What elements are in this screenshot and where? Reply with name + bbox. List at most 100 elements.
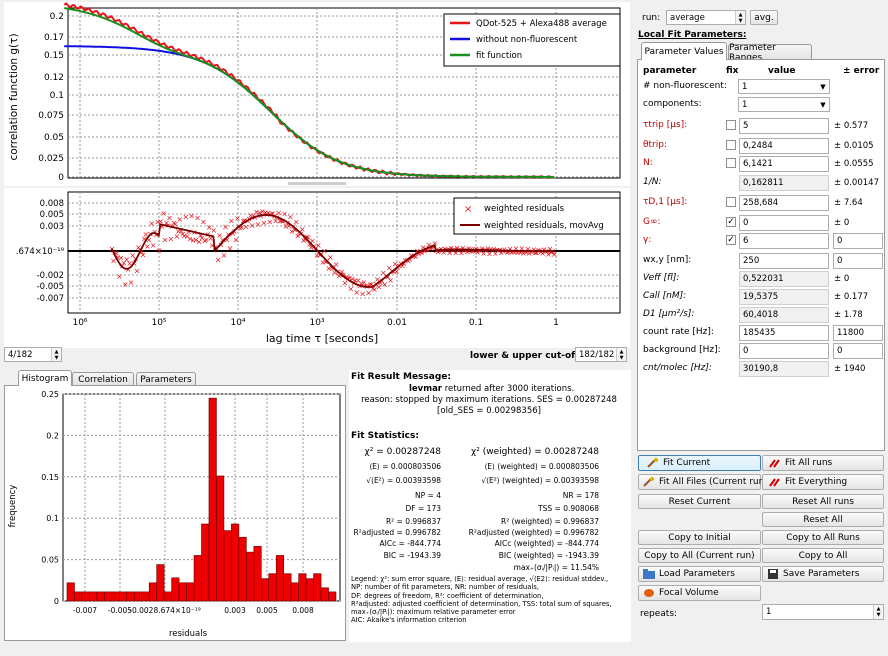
- param-value-input[interactable]: 185435: [739, 325, 829, 341]
- reset-current-button[interactable]: Reset Current: [638, 494, 761, 509]
- stat-right-9: max₊(σᵢ/|Pᵢ|) = 11.54%: [513, 563, 599, 572]
- stat-left-5: R² = 0.996837: [385, 517, 441, 526]
- run-label: run:: [642, 13, 661, 23]
- col-parameter: parameter: [643, 66, 697, 76]
- legend-swatch: ×: [464, 204, 472, 215]
- param-value-input[interactable]: 0: [739, 215, 829, 231]
- stat-right-8: BIC (weighted) = -1943.39: [498, 551, 599, 560]
- load-parameters-button[interactable]: Load Parameters: [638, 566, 761, 582]
- residual-marker: ×: [405, 256, 412, 265]
- run-spin[interactable]: average ▲ ▼: [666, 10, 746, 25]
- lower-cutoff-spin[interactable]: 4/182 ▲ ▼: [4, 347, 62, 362]
- param-error-input[interactable]: 0: [833, 233, 883, 249]
- residual-marker: ×: [224, 236, 231, 245]
- tab-parameters[interactable]: Parameters: [136, 372, 196, 386]
- copy-to-all-runs-button[interactable]: Copy to All Runs: [762, 530, 884, 545]
- param-combo[interactable]: 1 ▼: [738, 97, 830, 112]
- residual-marker: ×: [376, 283, 383, 292]
- tab-parameter-values[interactable]: Parameter Values: [641, 42, 727, 60]
- param-error-input[interactable]: 11800: [833, 325, 883, 341]
- residual-marker: ×: [216, 231, 223, 240]
- tab-parameter-ranges[interactable]: Parameter Ranges: [728, 43, 812, 63]
- residual-marker: ×: [418, 249, 425, 258]
- residual-marker: ×: [393, 267, 400, 276]
- residual-marker: ×: [548, 248, 555, 257]
- residual-marker: ×: [255, 220, 262, 229]
- residual-marker: ×: [173, 232, 180, 241]
- upper-cutoff-spin[interactable]: 182/182 ▲ ▼: [575, 347, 627, 362]
- residual-marker: ×: [378, 277, 385, 286]
- param-value-input[interactable]: 250: [739, 253, 829, 269]
- residual-marker: ×: [225, 230, 232, 239]
- residual-marker: ×: [513, 244, 520, 253]
- param-error-input[interactable]: 0: [833, 253, 883, 269]
- tab-correlation[interactable]: Correlation: [72, 372, 134, 386]
- fit-all-runs-button[interactable]: Fit All runs: [762, 455, 884, 471]
- param-value-input[interactable]: 5: [739, 118, 829, 134]
- residual-marker: ×: [424, 246, 431, 255]
- stat-right-3: NR = 178: [562, 491, 599, 500]
- res-legend-box: [453, 197, 621, 235]
- cutoff-label: lower & upper cut-off: [470, 351, 579, 361]
- fit-current-button[interactable]: Fit Current: [638, 455, 761, 471]
- residual-marker: ×: [135, 243, 142, 252]
- fit-everything-button[interactable]: Fit Everything: [762, 474, 884, 490]
- fix-checkbox[interactable]: ✓: [726, 235, 736, 245]
- residuals-plot-panel[interactable]: lag time τ [seconds] 10⁶ 10⁵ 10⁴ 10³ 0.01 0.1…: [4, 188, 630, 348]
- param-error-input[interactable]: 0: [833, 343, 883, 359]
- focal-volume-button[interactable]: Focal Volume: [638, 585, 761, 601]
- residual-marker: ×: [163, 218, 170, 227]
- param-value-input[interactable]: 0: [739, 343, 829, 359]
- residual-marker: ×: [168, 235, 175, 244]
- residuals-xlabel: lag time τ [seconds]: [266, 332, 378, 345]
- hist-xtick-label: 0.008: [292, 606, 314, 615]
- correlation-plot-panel[interactable]: correlation function g(τ) 0.2 0.17 0.15 0.1…: [4, 2, 630, 186]
- residual-marker: ×: [427, 244, 434, 253]
- residual-marker: ×: [145, 235, 152, 244]
- residual-marker: ×: [240, 216, 247, 225]
- param-name: background [Hz]:: [643, 345, 721, 355]
- param-value-input[interactable]: 0,2484: [739, 138, 829, 154]
- residual-marker: ×: [377, 278, 384, 287]
- stat-left-8: BIC = -1943.39: [383, 551, 441, 560]
- histogram-bar: [208, 397, 217, 602]
- fix-checkbox[interactable]: [726, 158, 736, 168]
- residual-marker: ×: [166, 213, 173, 222]
- avg-button[interactable]: avg.: [750, 10, 778, 25]
- fix-checkbox[interactable]: [726, 120, 736, 130]
- fix-checkbox[interactable]: ✓: [726, 217, 736, 227]
- copy-to-initial-button[interactable]: Copy to Initial: [638, 530, 761, 545]
- param-combo[interactable]: 1 ▼: [738, 79, 830, 94]
- wand-icon: [643, 477, 655, 487]
- residual-marker: ×: [545, 250, 552, 259]
- residual-marker: ×: [470, 247, 477, 256]
- param-name: Veff [fl]:: [643, 273, 680, 283]
- param-value-input[interactable]: 6,1421: [739, 156, 829, 172]
- residual-marker: ×: [144, 242, 151, 251]
- residual-marker: ×: [343, 273, 350, 282]
- res-ytick-label: 0.003: [40, 222, 64, 232]
- fix-checkbox[interactable]: [726, 197, 736, 207]
- residual-marker: ×: [448, 244, 455, 253]
- residual-marker: ×: [446, 249, 453, 258]
- residual-marker: ×: [454, 243, 461, 252]
- stat-left-6: R²adjusted = 0.996782: [353, 528, 441, 537]
- copy-to-all-button[interactable]: Copy to All: [762, 548, 884, 563]
- residual-marker: ×: [547, 245, 554, 254]
- histogram-bar: [275, 555, 284, 602]
- tab-histogram[interactable]: Histogram: [18, 370, 72, 386]
- repeats-label: repeats:: [640, 609, 678, 619]
- param-value-input[interactable]: 6: [739, 233, 829, 249]
- fit-statistics-title: Fit Statistics:: [351, 431, 419, 441]
- reset-all-runs-button[interactable]: Reset All runs: [762, 494, 884, 509]
- fit-all-files-button[interactable]: Fit All Files (Current run): [638, 474, 768, 490]
- repeats-spin[interactable]: 1 ▲ ▼: [762, 604, 884, 620]
- save-parameters-button[interactable]: Save Parameters: [762, 566, 884, 582]
- fix-checkbox[interactable]: [726, 140, 736, 150]
- parameter-table-panel: parameter fix value ± error # non-fluore…: [637, 59, 885, 451]
- reset-all-button[interactable]: Reset All: [762, 512, 884, 527]
- residual-marker: ×: [342, 279, 349, 288]
- copy-to-all-current-button[interactable]: Copy to All (Current run): [638, 548, 761, 563]
- param-value-input[interactable]: 258,684: [739, 195, 829, 211]
- histogram-bar: [290, 582, 299, 602]
